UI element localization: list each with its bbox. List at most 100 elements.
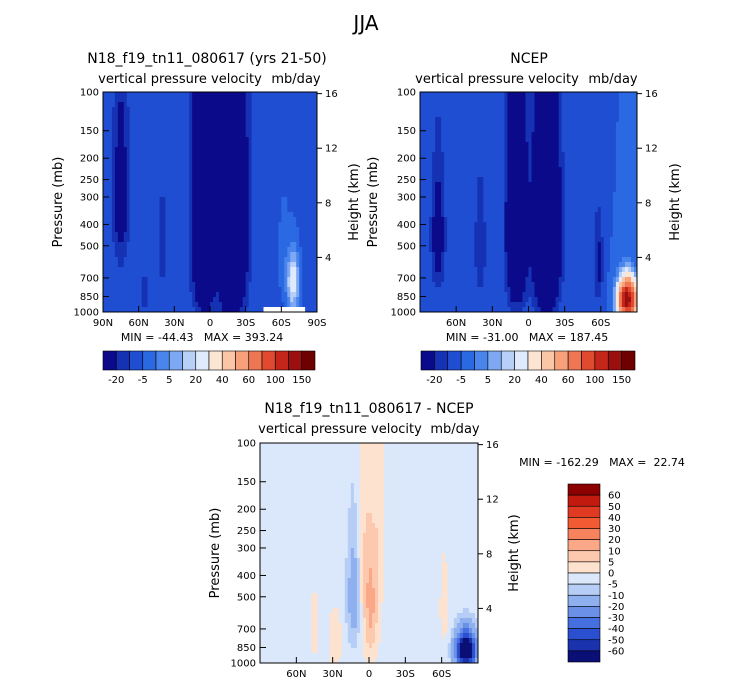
field-cell xyxy=(162,282,166,288)
field-cell xyxy=(456,137,460,143)
field-cell xyxy=(171,157,175,163)
field-cell xyxy=(492,162,496,168)
x-tick-label: 60N xyxy=(129,318,149,329)
field-cell xyxy=(210,107,214,113)
field-cell xyxy=(198,132,202,138)
field-cell xyxy=(141,107,146,113)
field-cell xyxy=(171,247,175,253)
field-cell xyxy=(171,232,175,238)
field-cell xyxy=(558,112,563,118)
field-cell xyxy=(311,212,315,218)
field-cell xyxy=(195,147,199,153)
field-cell xyxy=(180,152,184,158)
field-cell xyxy=(621,122,626,128)
field-cell xyxy=(218,207,223,213)
field-cell xyxy=(230,152,235,158)
field-cell xyxy=(144,302,149,308)
field-cell xyxy=(105,262,110,268)
field-cell xyxy=(522,187,526,193)
field-cell xyxy=(153,197,157,203)
field-cell xyxy=(215,237,220,243)
field-cell xyxy=(281,197,285,203)
field-cell xyxy=(126,272,131,278)
field-cell xyxy=(537,197,542,203)
field-cell xyxy=(570,117,575,123)
field-cell xyxy=(492,177,496,183)
field-cell xyxy=(168,127,172,133)
field-cell xyxy=(284,117,288,123)
field-cell xyxy=(186,252,190,258)
field-cell xyxy=(174,167,178,173)
field-cell xyxy=(420,167,424,173)
field-cell xyxy=(519,122,523,128)
field-cell xyxy=(162,307,166,312)
field-cell xyxy=(186,232,190,238)
field-cell xyxy=(570,142,575,148)
field-cell xyxy=(567,172,572,178)
field-cell xyxy=(278,122,282,128)
field-cell xyxy=(183,182,187,188)
field-cell xyxy=(465,147,469,153)
field-cell xyxy=(465,187,469,193)
field-cell xyxy=(444,177,448,183)
field-cell xyxy=(189,162,193,168)
field-cell xyxy=(230,157,235,163)
field-cell xyxy=(510,152,514,158)
field-cell xyxy=(108,197,113,203)
field-cell xyxy=(224,157,229,163)
field-cell xyxy=(171,122,175,128)
field-cell xyxy=(227,142,232,148)
field-cell xyxy=(531,167,536,173)
field-cell xyxy=(111,227,116,233)
field-cell xyxy=(210,202,214,208)
field-cell xyxy=(215,152,220,158)
field-cell xyxy=(624,157,629,163)
field-cell xyxy=(174,262,178,268)
field-cell xyxy=(111,232,116,238)
field-cell xyxy=(144,187,149,193)
field-cell xyxy=(612,92,617,98)
field-cell xyxy=(165,252,169,258)
field-cell xyxy=(103,117,107,123)
field-cell xyxy=(618,107,623,113)
field-cell xyxy=(177,307,181,312)
field-cell xyxy=(129,247,134,253)
field-cell xyxy=(588,122,593,128)
field-cell xyxy=(150,102,155,108)
field-cell xyxy=(239,107,244,113)
field-cell xyxy=(103,247,107,253)
field-cell xyxy=(120,247,125,253)
field-cell xyxy=(168,222,172,228)
field-cell xyxy=(296,202,300,208)
field-cell xyxy=(162,192,166,198)
field-cell xyxy=(171,132,175,138)
field-cell xyxy=(207,252,211,258)
field-cell xyxy=(453,147,457,153)
field-cell xyxy=(462,127,466,133)
field-cell xyxy=(624,107,629,113)
field-cell xyxy=(483,162,487,168)
field-cell xyxy=(159,272,163,278)
field-cell xyxy=(103,162,107,168)
field-cell xyxy=(263,277,267,283)
field-cell xyxy=(156,92,160,98)
field-cell xyxy=(477,147,481,153)
field-cell xyxy=(186,102,190,108)
field-cell xyxy=(233,137,238,143)
field-cell xyxy=(123,237,128,243)
field-cell xyxy=(156,297,160,303)
field-cell xyxy=(618,142,623,148)
field-cell xyxy=(126,287,131,293)
field-cell xyxy=(168,277,172,283)
field-cell xyxy=(236,122,241,128)
field-cell xyxy=(165,267,169,273)
field-cell xyxy=(207,167,211,173)
field-cell xyxy=(147,192,152,198)
field-cell xyxy=(426,112,430,118)
field-cell xyxy=(189,137,193,143)
field-cell xyxy=(624,117,629,123)
field-cell xyxy=(141,152,146,158)
field-cell xyxy=(189,237,193,243)
field-cell xyxy=(138,257,143,263)
field-cell xyxy=(123,287,128,293)
